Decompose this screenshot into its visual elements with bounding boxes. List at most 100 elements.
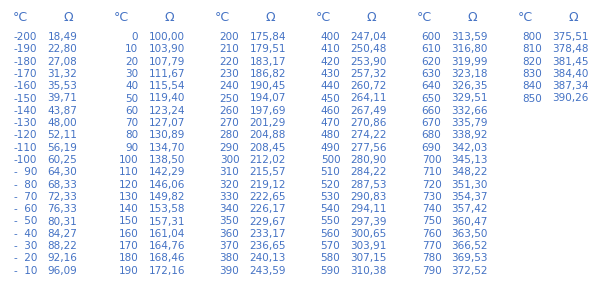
Text: 183,17: 183,17 — [250, 57, 286, 67]
Text: 560: 560 — [321, 229, 341, 239]
Text: 100: 100 — [119, 155, 138, 165]
Text: 240,13: 240,13 — [250, 253, 286, 263]
Text: 250: 250 — [219, 93, 239, 103]
Text: 233,17: 233,17 — [250, 229, 286, 239]
Text: °C: °C — [114, 11, 128, 24]
Text: 680: 680 — [422, 131, 441, 140]
Text: 270: 270 — [219, 118, 239, 128]
Text: 280: 280 — [219, 131, 239, 140]
Text: 31,32: 31,32 — [47, 69, 78, 79]
Text: -170: -170 — [14, 69, 38, 79]
Text: 366,52: 366,52 — [451, 241, 488, 251]
Text: 780: 780 — [422, 253, 441, 263]
Text: 107,79: 107,79 — [148, 57, 185, 67]
Text: 68,33: 68,33 — [47, 180, 78, 190]
Text: -130: -130 — [14, 118, 38, 128]
Text: 294,11: 294,11 — [350, 204, 387, 214]
Text: 350: 350 — [219, 216, 239, 227]
Text: 287,53: 287,53 — [350, 180, 387, 190]
Text: °C: °C — [417, 11, 431, 24]
Text: 810: 810 — [522, 44, 542, 54]
Text: 230: 230 — [219, 69, 239, 79]
Text: 730: 730 — [422, 192, 441, 202]
Text: 40: 40 — [125, 81, 138, 91]
Text: 297,39: 297,39 — [350, 216, 387, 227]
Text: 115,54: 115,54 — [148, 81, 185, 91]
Text: 153,58: 153,58 — [148, 204, 185, 214]
Text: 149,82: 149,82 — [148, 192, 185, 202]
Text: 330: 330 — [219, 192, 239, 202]
Text: 161,04: 161,04 — [148, 229, 185, 239]
Text: 150: 150 — [119, 216, 138, 227]
Text: 146,06: 146,06 — [148, 180, 185, 190]
Text: 290: 290 — [219, 143, 239, 153]
Text: 387,34: 387,34 — [553, 81, 589, 91]
Text: 310: 310 — [219, 167, 239, 177]
Text: 580: 580 — [321, 253, 341, 263]
Text: 381,45: 381,45 — [553, 57, 589, 67]
Text: 164,76: 164,76 — [148, 241, 185, 251]
Text: 630: 630 — [422, 69, 441, 79]
Text: 670: 670 — [422, 118, 441, 128]
Text: 210: 210 — [219, 44, 239, 54]
Text: 345,13: 345,13 — [451, 155, 488, 165]
Text: -200: -200 — [14, 32, 38, 42]
Text: 212,02: 212,02 — [250, 155, 286, 165]
Text: 260: 260 — [219, 106, 239, 116]
Text: 208,45: 208,45 — [250, 143, 286, 153]
Text: 123,24: 123,24 — [148, 106, 185, 116]
Text: 410: 410 — [321, 44, 341, 54]
Text: 27,08: 27,08 — [47, 57, 77, 67]
Text: 22,80: 22,80 — [47, 44, 77, 54]
Text: 84,27: 84,27 — [47, 229, 78, 239]
Text: 520: 520 — [321, 180, 341, 190]
Text: 369,53: 369,53 — [451, 253, 488, 263]
Text: 215,57: 215,57 — [250, 167, 286, 177]
Text: -  80: - 80 — [14, 180, 38, 190]
Text: 335,79: 335,79 — [451, 118, 488, 128]
Text: 264,11: 264,11 — [350, 93, 387, 103]
Text: Ω: Ω — [367, 11, 376, 24]
Text: 307,15: 307,15 — [350, 253, 387, 263]
Text: 740: 740 — [422, 204, 441, 214]
Text: 790: 790 — [422, 266, 441, 276]
Text: -  60: - 60 — [14, 204, 38, 214]
Text: 720: 720 — [422, 180, 441, 190]
Text: 201,29: 201,29 — [250, 118, 286, 128]
Text: 257,32: 257,32 — [350, 69, 387, 79]
Text: 88,22: 88,22 — [47, 241, 78, 251]
Text: 290,83: 290,83 — [350, 192, 387, 202]
Text: 120: 120 — [119, 180, 138, 190]
Text: 420: 420 — [321, 57, 341, 67]
Text: 540: 540 — [321, 204, 341, 214]
Text: 260,72: 260,72 — [350, 81, 387, 91]
Text: 620: 620 — [422, 57, 441, 67]
Text: 313,59: 313,59 — [451, 32, 488, 42]
Text: 384,40: 384,40 — [553, 69, 589, 79]
Text: 320: 320 — [219, 180, 239, 190]
Text: 229,67: 229,67 — [250, 216, 286, 227]
Text: -  90: - 90 — [14, 167, 38, 177]
Text: 72,33: 72,33 — [47, 192, 78, 202]
Text: 134,70: 134,70 — [148, 143, 185, 153]
Text: 375,51: 375,51 — [553, 32, 589, 42]
Text: 180: 180 — [119, 253, 138, 263]
Text: 510: 510 — [321, 167, 341, 177]
Text: 39,71: 39,71 — [47, 93, 78, 103]
Text: 270,86: 270,86 — [350, 118, 387, 128]
Text: -110: -110 — [14, 143, 38, 153]
Text: 360: 360 — [219, 229, 239, 239]
Text: 348,22: 348,22 — [451, 167, 488, 177]
Text: 357,42: 357,42 — [451, 204, 488, 214]
Text: 96,09: 96,09 — [47, 266, 77, 276]
Text: 60,25: 60,25 — [47, 155, 77, 165]
Text: 140: 140 — [119, 204, 138, 214]
Text: 204,88: 204,88 — [250, 131, 286, 140]
Text: 190,45: 190,45 — [250, 81, 286, 91]
Text: 190: 190 — [119, 266, 138, 276]
Text: 500: 500 — [321, 155, 341, 165]
Text: 600: 600 — [422, 32, 441, 42]
Text: 43,87: 43,87 — [47, 106, 78, 116]
Text: 157,31: 157,31 — [148, 216, 185, 227]
Text: 354,37: 354,37 — [451, 192, 488, 202]
